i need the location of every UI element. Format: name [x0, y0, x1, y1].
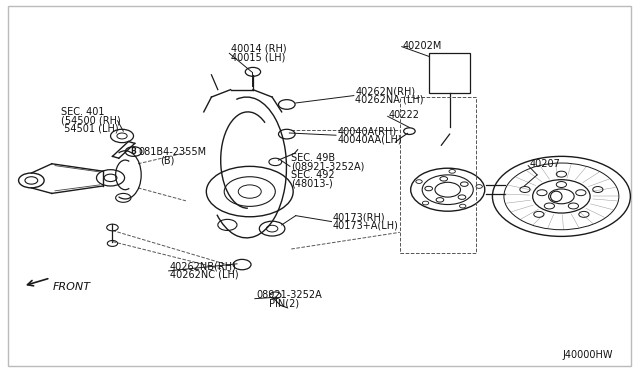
Text: 40262NC (LH): 40262NC (LH) [170, 270, 239, 280]
Text: 40202M: 40202M [403, 41, 442, 51]
Text: (54500 (RH): (54500 (RH) [61, 115, 121, 125]
Circle shape [544, 203, 554, 209]
Text: 40262NA (LH): 40262NA (LH) [355, 94, 424, 105]
Text: 40222: 40222 [389, 110, 420, 120]
Text: SEC. 401: SEC. 401 [61, 107, 105, 117]
Text: (B): (B) [161, 156, 175, 166]
Circle shape [576, 190, 586, 196]
Bar [429, 52, 470, 93]
Text: 081B4-2355M: 081B4-2355M [138, 147, 206, 157]
Text: J40000HW: J40000HW [563, 350, 613, 360]
Text: 40173+A(LH): 40173+A(LH) [333, 221, 399, 231]
Text: 40015 (LH): 40015 (LH) [230, 52, 285, 62]
Text: SEC. 492: SEC. 492 [291, 170, 335, 180]
Text: 40014 (RH): 40014 (RH) [230, 44, 286, 54]
Circle shape [556, 182, 566, 187]
Text: FRONT: FRONT [53, 282, 91, 292]
Text: 54501 (LH): 54501 (LH) [61, 123, 119, 133]
Text: 08921-3252A: 08921-3252A [256, 290, 322, 300]
Text: 40262N(RH): 40262N(RH) [355, 87, 415, 96]
Text: (48013-): (48013-) [291, 178, 333, 188]
Text: B: B [131, 147, 136, 156]
Text: 40207: 40207 [529, 159, 561, 169]
Text: 40262NB(RH): 40262NB(RH) [170, 262, 237, 272]
Text: (08921-3252A): (08921-3252A) [291, 161, 365, 171]
Circle shape [568, 203, 579, 209]
Text: 40173(RH): 40173(RH) [333, 212, 385, 222]
Text: 40040AA(LH): 40040AA(LH) [337, 134, 402, 144]
Circle shape [537, 190, 547, 196]
Bar [400, 97, 476, 253]
Text: 40040A(RH): 40040A(RH) [337, 126, 396, 136]
Text: SEC. 49B: SEC. 49B [291, 153, 335, 163]
Text: PIN(2): PIN(2) [269, 298, 299, 308]
